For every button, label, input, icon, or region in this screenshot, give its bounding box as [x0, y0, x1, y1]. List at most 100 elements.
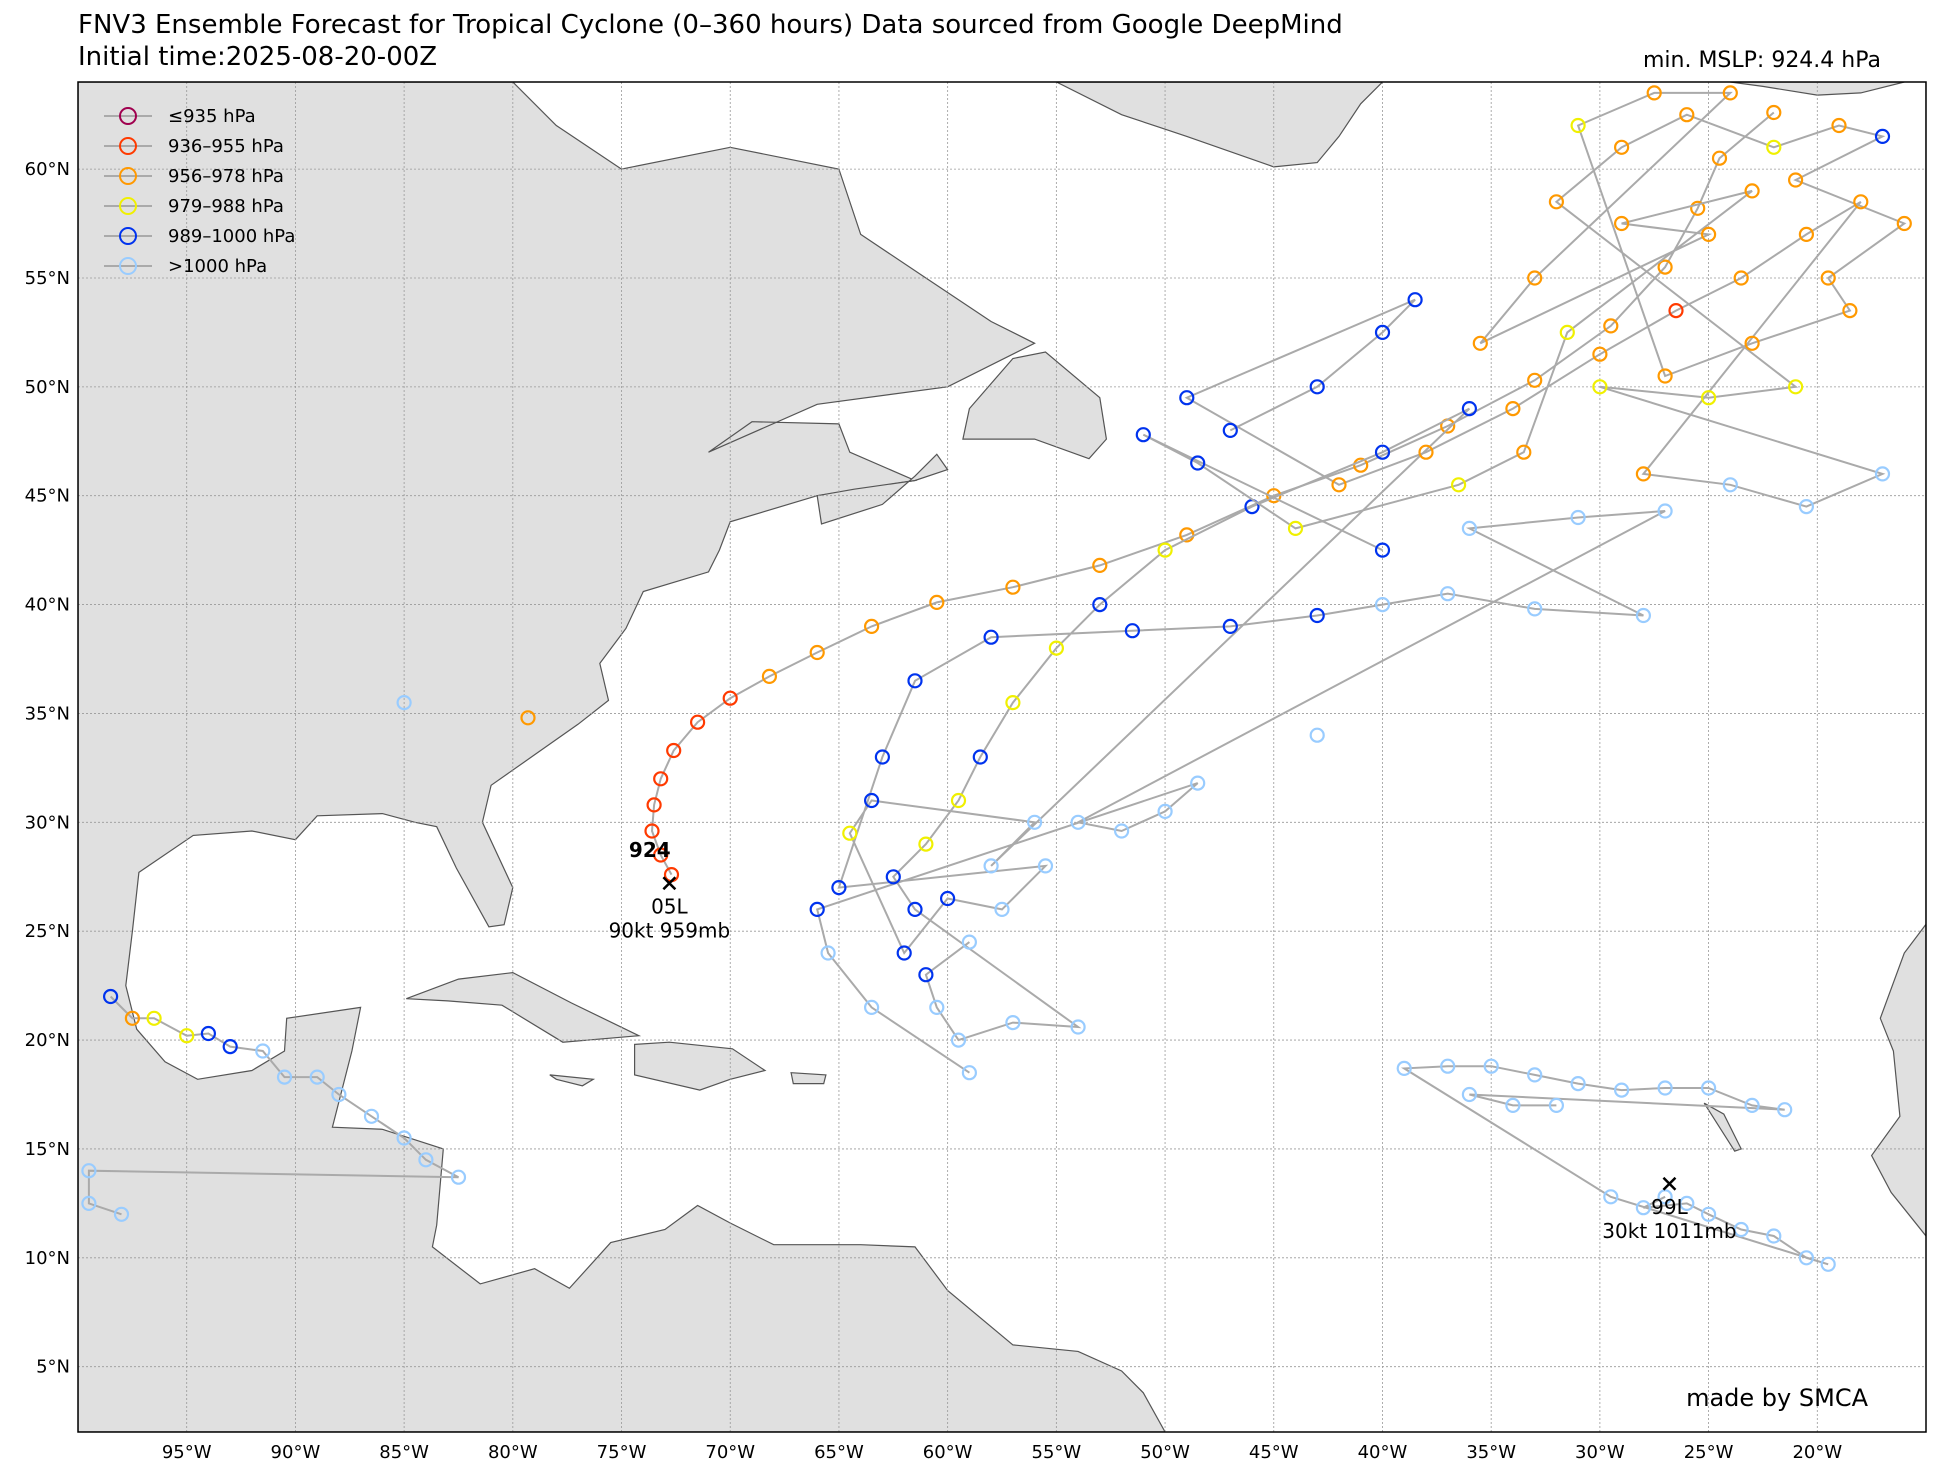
track-point	[1679, 1195, 1695, 1212]
lat-tick-label: 50°N	[25, 377, 70, 398]
lat-tick-label: 35°N	[25, 703, 70, 724]
track-point	[1570, 1075, 1586, 1092]
track-point	[1407, 292, 1423, 308]
track-point	[885, 869, 901, 885]
land-north-america	[78, 82, 1166, 1432]
land-layer	[78, 82, 1926, 1432]
track-series-0	[644, 104, 1782, 883]
track-point	[863, 792, 880, 809]
track-point	[1124, 623, 1141, 639]
track-point	[1700, 1080, 1717, 1096]
track-point	[1733, 270, 1749, 286]
track-point	[255, 1043, 271, 1059]
track-point	[1331, 477, 1347, 493]
track-point	[1461, 520, 1478, 537]
track-point	[1787, 172, 1804, 188]
track-point	[644, 823, 660, 839]
track-point	[1744, 183, 1760, 199]
min-pressure-value: 924	[629, 838, 671, 862]
legend-item: 936–955 hPa	[104, 136, 284, 157]
lon-tick-label: 60°W	[923, 1442, 973, 1463]
legend-marker	[119, 197, 137, 215]
track-point	[1766, 1228, 1782, 1244]
track-point	[1896, 215, 1912, 232]
track-point	[1613, 1082, 1630, 1098]
track-point	[842, 825, 858, 841]
track-point	[146, 1010, 162, 1026]
track-point	[929, 594, 945, 611]
track-point	[1070, 1019, 1086, 1035]
track-point	[1472, 335, 1488, 351]
track-point	[1603, 1189, 1619, 1205]
legend-item: >1000 hPa	[104, 256, 267, 277]
track-point	[1744, 335, 1760, 351]
legend-label: 989–1000 hPa	[168, 226, 295, 247]
track-layer	[81, 85, 1912, 1272]
track-point	[450, 1169, 467, 1185]
track-point	[1679, 107, 1695, 123]
track-point	[1483, 1058, 1499, 1074]
track-point	[1527, 1067, 1543, 1083]
track-point	[1048, 640, 1065, 656]
track-point	[363, 1108, 380, 1124]
track-point	[1070, 814, 1086, 830]
track-point	[81, 1163, 97, 1179]
track-point	[1374, 596, 1391, 613]
track-point	[179, 1028, 195, 1044]
track-point	[1635, 1200, 1652, 1216]
track-point	[1798, 1250, 1815, 1266]
track-point	[961, 1065, 978, 1081]
track-point	[1113, 823, 1130, 839]
track-line	[650, 111, 1775, 876]
track-point	[520, 710, 536, 726]
track-point	[1527, 270, 1543, 286]
lon-tick-label: 20°W	[1792, 1442, 1842, 1463]
lat-tick-label: 55°N	[25, 268, 70, 289]
legend-item: 979–988 hPa	[104, 196, 284, 217]
track-point	[1570, 509, 1586, 526]
track-point	[1135, 427, 1151, 443]
lat-tick-label: 60°N	[25, 159, 70, 180]
track-point	[1353, 457, 1369, 473]
track-point	[689, 714, 706, 730]
lon-tick-label: 70°W	[705, 1442, 755, 1463]
track-point	[1287, 520, 1304, 537]
track-point	[1592, 379, 1608, 395]
lat-tick-label: 10°N	[25, 1248, 70, 1269]
land-jamaica	[549, 1074, 596, 1087]
track-point	[1646, 85, 1662, 101]
legend-marker	[119, 167, 137, 185]
track-point	[907, 673, 923, 689]
lon-tick-label: 40°W	[1358, 1442, 1408, 1463]
track-point	[1657, 1080, 1673, 1096]
lat-tick-label: 5°N	[36, 1357, 70, 1378]
track-point	[939, 890, 956, 907]
track-point	[396, 694, 412, 711]
track-point	[983, 858, 999, 874]
track-point	[1026, 814, 1043, 830]
track-point	[907, 901, 923, 918]
track-point	[331, 1086, 347, 1103]
track-point	[1668, 303, 1684, 319]
track-point	[1092, 557, 1108, 574]
track-point	[1820, 1256, 1836, 1272]
track-point	[1874, 466, 1891, 482]
land-west-africa	[1870, 82, 1926, 1237]
track-point	[653, 771, 669, 787]
track-point	[1548, 194, 1565, 210]
track-point	[1613, 139, 1630, 155]
legend-label: 936–955 hPa	[168, 136, 284, 157]
track-point	[1700, 226, 1717, 242]
track-point	[1559, 324, 1575, 340]
track-point	[1766, 139, 1782, 155]
lon-tick-label: 45°W	[1249, 1442, 1299, 1463]
track-point	[102, 988, 119, 1005]
track-point	[1418, 444, 1434, 460]
track-point	[1527, 601, 1543, 617]
storm-id-label: 05L	[651, 894, 688, 918]
track-point	[200, 1025, 216, 1042]
track-point	[1777, 1102, 1793, 1118]
credit-label: made by SMCA	[1686, 1384, 1868, 1412]
track-point	[1722, 85, 1738, 101]
